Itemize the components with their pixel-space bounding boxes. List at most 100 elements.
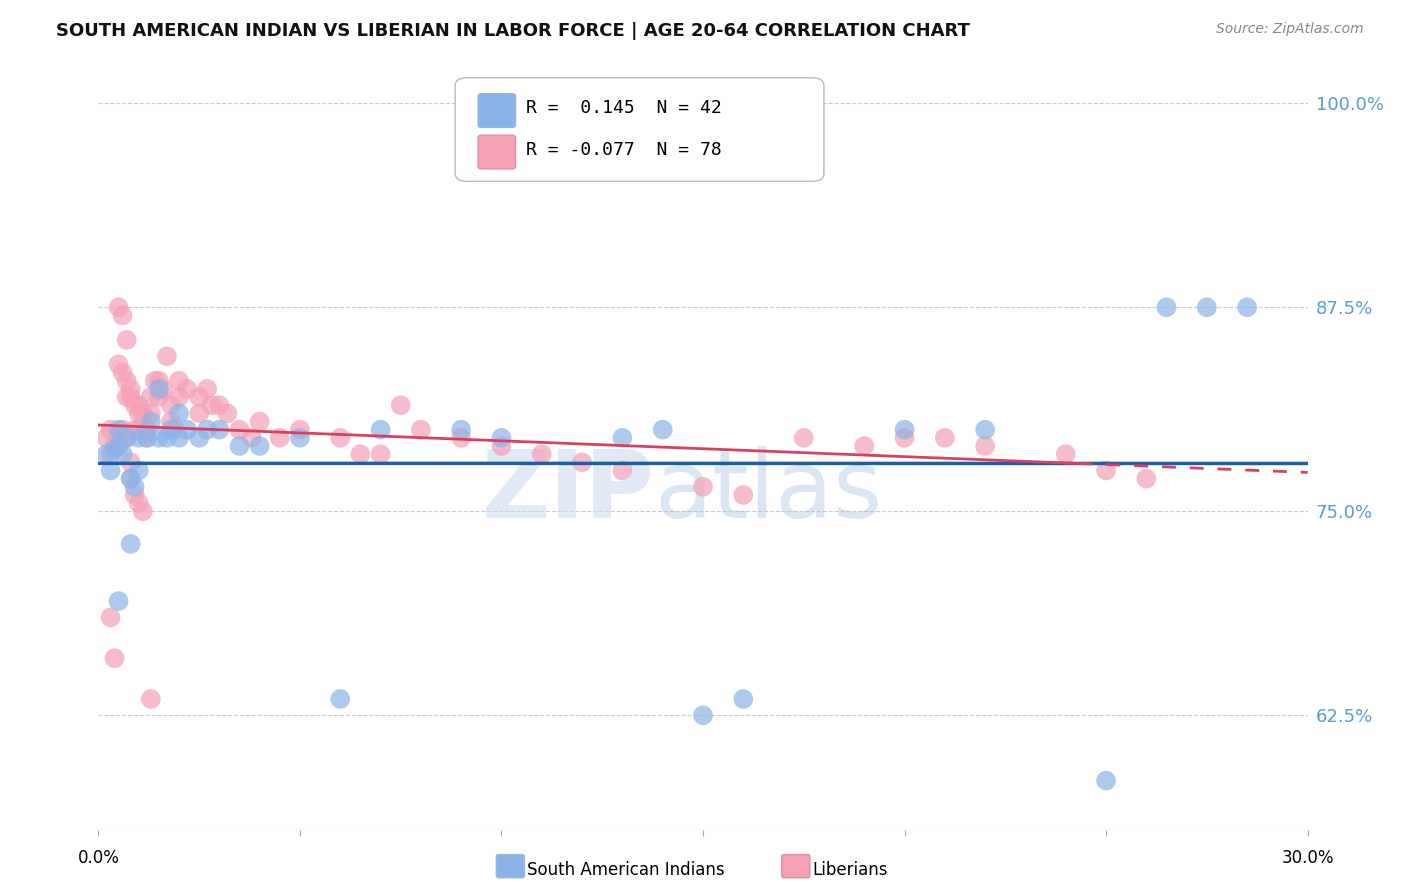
Point <box>107 594 129 608</box>
Point <box>349 447 371 461</box>
Point <box>1054 447 1077 461</box>
Point <box>124 488 146 502</box>
Point <box>107 358 129 372</box>
Point <box>160 423 183 437</box>
Point <box>135 423 157 437</box>
Point <box>128 398 150 412</box>
Point <box>107 439 129 453</box>
Point <box>167 374 190 388</box>
Point <box>1135 472 1157 486</box>
Point <box>139 406 162 420</box>
Point <box>651 423 673 437</box>
Point <box>148 390 170 404</box>
Point <box>120 537 142 551</box>
Point <box>167 431 190 445</box>
Point <box>128 423 150 437</box>
Point <box>370 423 392 437</box>
Point <box>853 439 876 453</box>
Point <box>208 423 231 437</box>
Point <box>370 447 392 461</box>
Point <box>249 439 271 453</box>
Point <box>974 439 997 453</box>
Point <box>612 463 634 477</box>
Point <box>389 398 412 412</box>
Point <box>107 300 129 314</box>
Point <box>893 431 915 445</box>
FancyBboxPatch shape <box>456 78 824 181</box>
Point <box>188 390 211 404</box>
Point <box>450 423 472 437</box>
Point <box>120 472 142 486</box>
Point <box>124 480 146 494</box>
Point <box>132 504 155 518</box>
Point <box>148 374 170 388</box>
Point <box>135 431 157 445</box>
Point <box>143 374 166 388</box>
Point <box>111 423 134 437</box>
Point <box>100 463 122 477</box>
Point <box>148 431 170 445</box>
Point <box>893 423 915 437</box>
Point <box>103 439 125 453</box>
Point <box>200 398 222 412</box>
Point <box>793 431 815 445</box>
Point <box>491 431 513 445</box>
Point <box>132 406 155 420</box>
Point <box>217 406 239 420</box>
Point <box>409 423 432 437</box>
Point <box>152 382 174 396</box>
Text: R =  0.145  N = 42: R = 0.145 N = 42 <box>526 99 723 118</box>
Point <box>228 439 250 453</box>
Point <box>160 398 183 412</box>
Point <box>96 447 118 461</box>
Point <box>692 480 714 494</box>
Point <box>733 692 755 706</box>
Point <box>571 455 593 469</box>
Point <box>195 423 218 437</box>
Point <box>167 406 190 420</box>
Point <box>124 398 146 412</box>
Point <box>128 496 150 510</box>
Text: Source: ZipAtlas.com: Source: ZipAtlas.com <box>1216 22 1364 37</box>
Text: Liberians: Liberians <box>813 861 889 879</box>
Text: atlas: atlas <box>655 446 883 538</box>
Point <box>176 423 198 437</box>
Point <box>111 309 134 323</box>
Point <box>1195 300 1218 314</box>
Point <box>692 708 714 723</box>
Point <box>115 431 138 445</box>
Point <box>188 406 211 420</box>
Point <box>1236 300 1258 314</box>
Point <box>249 415 271 429</box>
Point <box>120 390 142 404</box>
Point <box>139 415 162 429</box>
Point <box>1156 300 1178 314</box>
Point <box>115 374 138 388</box>
Text: R = -0.077  N = 78: R = -0.077 N = 78 <box>526 141 723 159</box>
Point <box>167 390 190 404</box>
Point <box>1095 463 1118 477</box>
Point <box>156 349 179 363</box>
Point <box>156 431 179 445</box>
Point <box>530 447 553 461</box>
Text: South American Indians: South American Indians <box>527 861 725 879</box>
Point <box>120 472 142 486</box>
Text: SOUTH AMERICAN INDIAN VS LIBERIAN IN LABOR FORCE | AGE 20-64 CORRELATION CHART: SOUTH AMERICAN INDIAN VS LIBERIAN IN LAB… <box>56 22 970 40</box>
Point <box>124 423 146 437</box>
Point <box>128 406 150 420</box>
Point <box>111 447 134 461</box>
Point <box>176 382 198 396</box>
Point <box>120 382 142 396</box>
Point <box>974 423 997 437</box>
Point <box>329 692 352 706</box>
Point <box>107 423 129 437</box>
Text: ZIP: ZIP <box>482 446 655 538</box>
Point <box>148 382 170 396</box>
Point <box>450 431 472 445</box>
Point <box>208 398 231 412</box>
Point <box>1095 773 1118 788</box>
Point <box>111 366 134 380</box>
Point <box>288 423 311 437</box>
Point <box>491 439 513 453</box>
FancyBboxPatch shape <box>478 94 516 128</box>
